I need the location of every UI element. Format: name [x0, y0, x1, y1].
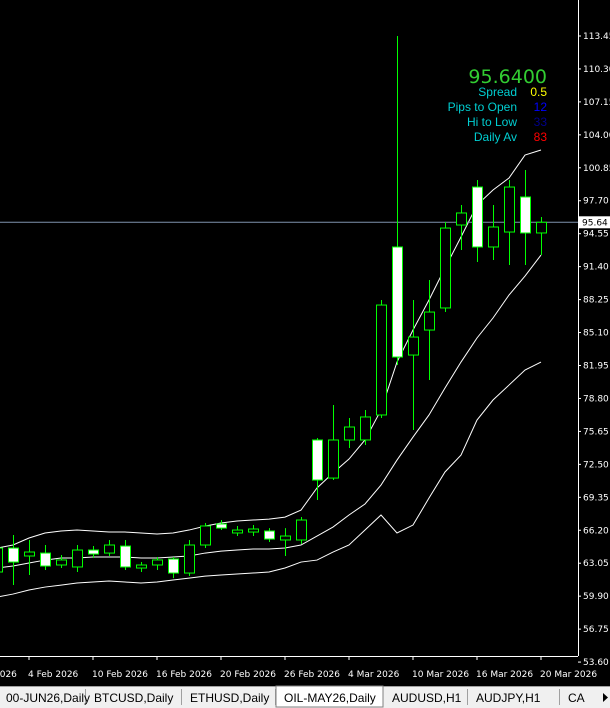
- y-tick-label: 107.15: [583, 98, 610, 108]
- info-label: Daily Av: [474, 130, 517, 144]
- candle-body: [168, 558, 179, 574]
- candle-body: [360, 416, 371, 441]
- x-tick-label: 16 Feb 2026: [156, 670, 212, 680]
- candle-body: [488, 226, 499, 248]
- y-tick-label: 53.60: [583, 658, 609, 668]
- x-tick-label: 4 Mar 2026: [348, 670, 400, 680]
- info-value: 0.5: [530, 85, 547, 99]
- candle-body: [0, 547, 3, 573]
- y-tick-label: 104.00: [583, 131, 610, 141]
- candle-body: [392, 246, 403, 358]
- candle-body: [456, 212, 467, 226]
- x-tick-label: 20 Feb 2026: [220, 670, 276, 680]
- band-line: [0, 361, 542, 597]
- y-tick-label: 63.05: [583, 559, 609, 569]
- x-tick-label: 26 Feb 2026: [284, 670, 340, 680]
- y-tick-label: 94.55: [583, 230, 609, 240]
- x-tick-label: 4 Feb 2026: [28, 670, 79, 680]
- candle-body: [184, 544, 195, 574]
- candle-body: [344, 426, 355, 441]
- candle-body: [520, 196, 531, 234]
- candle-body: [264, 530, 275, 540]
- plot-area: [0, 35, 578, 597]
- candle-body: [8, 547, 19, 563]
- x-tick-label: 20 Mar 2026: [540, 670, 597, 680]
- last-price-box: [579, 216, 610, 229]
- candle-body: [104, 544, 115, 554]
- y-tick-label: 69.35: [583, 493, 609, 503]
- tab-label[interactable]: 00-JUN26,Daily: [6, 691, 90, 705]
- candle-body: [280, 535, 291, 541]
- axes: 113.45 110.30 107.15 104.00 100.85 97.70 94.55…: [0, 32, 610, 680]
- y-tick-label: 110.30: [583, 65, 610, 75]
- candle-body: [328, 439, 339, 479]
- chart-background: [0, 0, 610, 688]
- y-tick-label: 88.25: [583, 296, 609, 306]
- candle-body: [152, 559, 163, 566]
- tab-label[interactable]: AUDUSD,H1: [392, 691, 462, 705]
- info-label: Spread: [478, 85, 517, 99]
- x-tick-label: 2026: [0, 670, 17, 680]
- y-tick-label: 59.90: [583, 592, 609, 602]
- candle-body: [88, 549, 99, 555]
- candle-body: [200, 525, 211, 546]
- candle-body: [72, 549, 83, 568]
- info-value: 12: [534, 100, 548, 114]
- tab-label[interactable]: CA: [568, 691, 585, 705]
- candle-body: [136, 564, 147, 569]
- candle-body: [40, 552, 51, 567]
- info-label: Hi to Low: [467, 115, 517, 129]
- candle-body: [232, 529, 243, 534]
- tab-label[interactable]: AUDJPY,H1: [476, 691, 541, 705]
- band-line: [0, 254, 542, 569]
- y-tick-label: 100.85: [583, 164, 610, 174]
- y-tick-label: 97.70: [583, 197, 609, 207]
- candle-body: [424, 311, 435, 331]
- y-tick-label: 81.95: [583, 362, 609, 372]
- info-value: 83: [534, 130, 548, 144]
- tab-label[interactable]: BTCUSD,Daily: [94, 691, 173, 705]
- candle-body: [536, 221, 547, 234]
- y-tick-label: 75.65: [583, 427, 609, 437]
- y-tick-label: 66.20: [583, 526, 609, 536]
- candle-body: [120, 545, 131, 568]
- candle-body: [504, 186, 515, 233]
- y-tick-label: 72.50: [583, 460, 609, 470]
- y-tick-label: 91.40: [583, 263, 609, 273]
- candle-body: [24, 551, 35, 557]
- candle-body: [376, 304, 387, 416]
- candle-body: [440, 227, 451, 309]
- info-price: 95.6400: [468, 66, 547, 88]
- y-tick-label: 85.10: [583, 329, 609, 339]
- candle-body: [56, 559, 67, 566]
- tab-active-bg[interactable]: [275, 685, 384, 708]
- x-tick-label: 10 Mar 2026: [412, 670, 469, 680]
- candle-body: [472, 186, 483, 248]
- last-price-label: 95.64: [582, 218, 608, 228]
- tabs: 00-JUN26,Daily BTCUSD,Daily ETHUSD,Daily OI…: [6, 685, 600, 708]
- candle-body: [296, 519, 307, 541]
- candle-body: [248, 528, 259, 533]
- candle-body: [216, 523, 227, 529]
- tab-label[interactable]: OIL-MAY26,Daily: [284, 691, 376, 705]
- y-tick-label: 113.45: [583, 32, 610, 42]
- candle-body: [408, 336, 419, 356]
- info-label: Pips to Open: [448, 100, 517, 114]
- y-tick-label: 78.80: [583, 394, 609, 404]
- info-value: 33: [534, 115, 548, 129]
- tab-label[interactable]: ETHUSD,Daily: [190, 691, 269, 705]
- candle-body: [312, 439, 323, 481]
- x-tick-label: 10 Feb 2026: [92, 670, 148, 680]
- tab-scroll-arrow[interactable]: [603, 693, 608, 702]
- x-tick-label: 16 Mar 2026: [476, 670, 533, 680]
- y-tick-label: 56.75: [583, 625, 609, 635]
